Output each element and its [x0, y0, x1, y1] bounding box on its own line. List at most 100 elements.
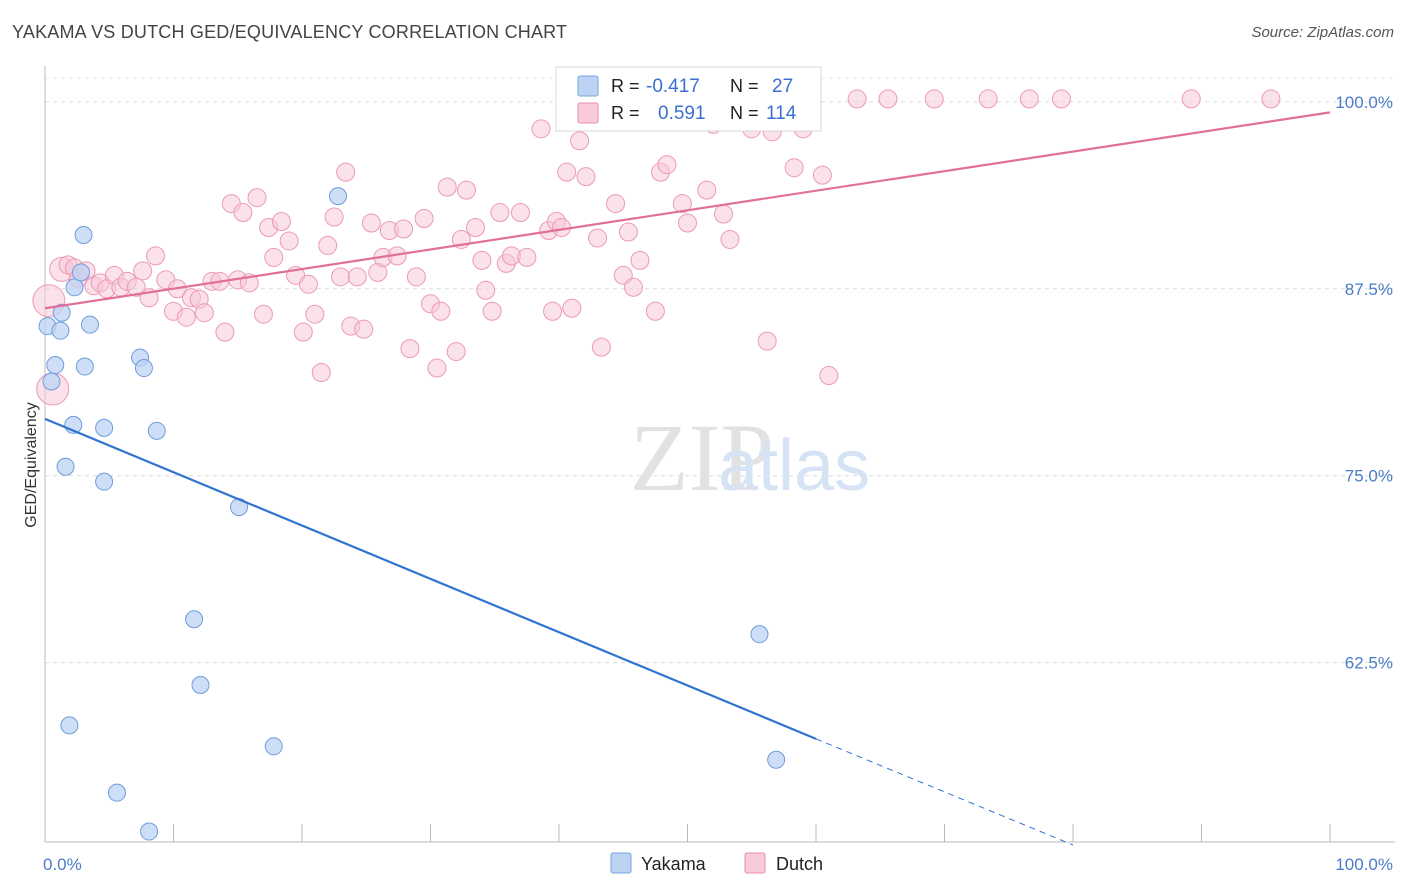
legend-r-value-1: -0.417	[646, 76, 700, 97]
dutch-point	[400, 339, 420, 359]
dutch-point	[215, 322, 235, 342]
legend-r-value-2: 0.591	[658, 103, 706, 124]
dutch-trend-line	[44, 111, 1331, 310]
chart-title: YAKAMA VS DUTCH GED/EQUIVALENCY CORRELAT…	[12, 22, 568, 42]
dutch-point	[510, 203, 530, 223]
x-tick-label: 0.0%	[43, 855, 82, 874]
dutch-point	[720, 229, 740, 249]
dutch-point	[1261, 89, 1281, 109]
dutch-point	[446, 342, 466, 362]
dutch-point	[924, 89, 944, 109]
dutch-point	[784, 158, 804, 178]
dutch-point	[456, 180, 476, 200]
dutch-point	[233, 203, 253, 223]
yakama-point	[191, 676, 210, 695]
yakama-point	[750, 625, 769, 644]
dutch-point	[427, 358, 447, 378]
dutch-point	[126, 277, 146, 297]
yakama-point	[71, 263, 90, 282]
dutch-point	[264, 247, 284, 267]
dutch-point	[978, 89, 998, 109]
yakama-point	[147, 421, 166, 440]
legend-swatch-yakama	[577, 75, 599, 97]
dutch-point	[657, 155, 677, 175]
dutch-point	[490, 203, 510, 223]
dutch-point	[697, 180, 717, 200]
dutch-point	[465, 217, 485, 237]
y-tick-label: 62.5%	[1345, 654, 1393, 673]
legend-n-value-1: 27	[772, 76, 793, 97]
dutch-point	[324, 207, 344, 227]
dutch-point	[431, 301, 451, 321]
yakama-point	[51, 321, 70, 340]
dutch-point	[713, 204, 733, 224]
yakama-trend-line	[44, 417, 817, 740]
yakama-point	[52, 303, 71, 322]
legend-n-value-2: 114	[766, 103, 797, 124]
dutch-point	[1019, 89, 1039, 109]
dutch-point	[618, 222, 638, 242]
yakama-point	[74, 225, 93, 244]
yakama-point	[46, 356, 65, 375]
dutch-point	[588, 228, 608, 248]
yakama-point	[328, 187, 347, 206]
dutch-point	[437, 177, 457, 197]
bottom-legend-dutch: Dutch	[776, 854, 823, 874]
dutch-point	[847, 89, 867, 109]
axes	[44, 66, 1395, 843]
bottom-legend-yakama: Yakama	[641, 854, 707, 874]
yakama-points	[38, 187, 786, 841]
yakama-point	[60, 716, 79, 735]
legend-swatch-dutch	[577, 102, 599, 124]
stats-legend: R = -0.417 N = 27 R = 0.591 N = 114	[555, 66, 822, 132]
yakama-point	[185, 610, 204, 629]
dutch-point	[361, 213, 381, 233]
y-tick-label: 87.5%	[1345, 280, 1393, 299]
bottom-legend-swatch-yakama	[610, 852, 632, 874]
dutch-point	[406, 267, 426, 287]
yakama-point	[264, 737, 283, 756]
yakama-point	[65, 278, 84, 297]
yakama-trend-extension	[815, 738, 1074, 846]
yakama-point	[95, 418, 114, 437]
dutch-point	[878, 89, 898, 109]
dutch-point	[311, 363, 331, 383]
trend-lines	[44, 111, 1331, 846]
y-axis-label: GED/Equivalency	[23, 402, 40, 527]
bottom-legend-swatch-dutch	[744, 852, 766, 874]
dutch-point	[812, 165, 832, 185]
dutch-point	[645, 301, 665, 321]
dutch-point	[476, 280, 496, 300]
yakama-point	[140, 822, 159, 841]
dutch-point	[562, 298, 582, 318]
watermark-zip: ZIP	[630, 404, 774, 511]
grid-lines	[45, 77, 1395, 664]
dutch-point	[630, 250, 650, 270]
yakama-point	[42, 372, 61, 391]
yakama-point	[134, 359, 153, 378]
watermark-atlas: atlas	[718, 426, 870, 506]
dutch-points	[32, 89, 1281, 406]
dutch-point	[1181, 89, 1201, 109]
dutch-point	[672, 194, 692, 214]
dutch-point	[591, 337, 611, 357]
dutch-point	[354, 319, 374, 339]
dutch-point	[757, 331, 777, 351]
dutch-point	[819, 366, 839, 386]
dutch-point	[482, 301, 502, 321]
dutch-point	[414, 209, 434, 229]
dutch-point	[606, 194, 626, 214]
dutch-point	[347, 267, 367, 287]
dutch-point	[331, 267, 351, 287]
dutch-point	[279, 231, 299, 251]
yakama-point	[767, 750, 786, 769]
yakama-point	[75, 357, 94, 376]
dutch-point	[176, 307, 196, 327]
legend-r-label-1: R =	[611, 76, 640, 96]
dutch-point	[146, 246, 166, 266]
dutch-point	[1051, 89, 1071, 109]
dutch-point	[531, 119, 551, 139]
dutch-point	[543, 301, 563, 321]
dutch-point	[517, 247, 537, 267]
